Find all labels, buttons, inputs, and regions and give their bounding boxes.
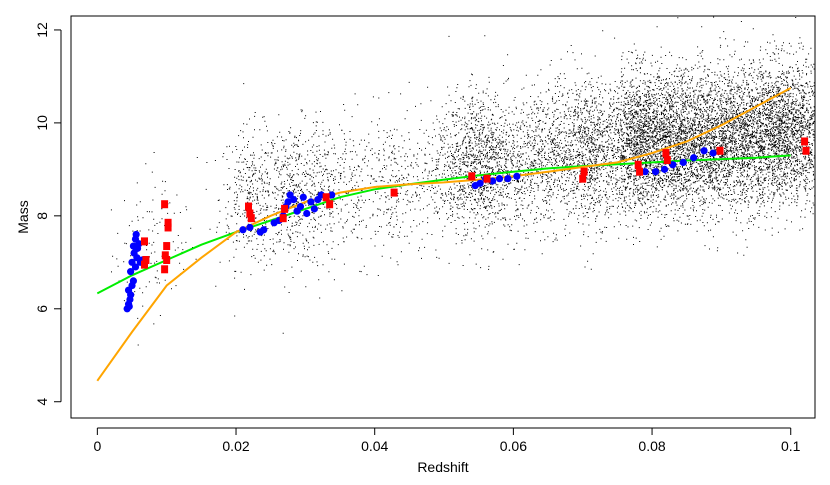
- red-point: [164, 223, 172, 232]
- blue-point: [125, 302, 133, 311]
- blue-point: [129, 242, 138, 250]
- red-point: [161, 265, 169, 274]
- x-tick-label: 0.04: [361, 438, 388, 454]
- blue-point: [690, 154, 698, 162]
- blue-point: [669, 161, 677, 169]
- blue-point: [239, 226, 247, 234]
- x-tick-label: 0: [93, 438, 101, 454]
- red-point: [279, 214, 287, 223]
- highlight-markers: [123, 137, 810, 313]
- blue-point: [303, 209, 311, 218]
- blue-point: [284, 198, 292, 206]
- blue-point: [651, 168, 660, 176]
- background-points: [110, 16, 815, 346]
- red-point: [636, 167, 644, 176]
- x-tick-label: 0.1: [781, 438, 801, 454]
- blue-point: [476, 179, 484, 187]
- blue-point: [488, 177, 497, 185]
- red-point: [161, 251, 169, 260]
- red-point: [140, 237, 148, 246]
- red-point: [468, 172, 476, 181]
- x-axis-title: Redshift: [417, 459, 468, 475]
- y-tick-label: 10: [34, 115, 50, 131]
- blue-point: [127, 291, 135, 299]
- y-tick-label: 6: [34, 305, 50, 313]
- red-point: [716, 146, 724, 155]
- background-point-cloud: [110, 16, 815, 346]
- blue-point: [289, 195, 298, 204]
- x-axis: 0 0.02 0.04 0.06 0.08 0.1: [93, 427, 801, 454]
- fit-curve-2: [96, 87, 792, 382]
- blue-point: [299, 193, 307, 201]
- blue-point: [129, 277, 138, 285]
- y-axis: 4 6 8 10 12: [34, 22, 62, 406]
- red-point: [142, 255, 150, 264]
- red-point: [663, 156, 671, 165]
- red-point: [802, 146, 810, 155]
- y-axis-title: Mass: [15, 200, 31, 233]
- red-point: [163, 255, 171, 264]
- blue-point: [660, 165, 669, 173]
- y-tick-label: 4: [34, 398, 50, 406]
- blue-point: [307, 198, 315, 206]
- blue-point: [504, 175, 512, 183]
- blue-point: [513, 172, 521, 180]
- x-tick-label: 0.06: [500, 438, 527, 454]
- red-point: [164, 218, 172, 227]
- blue-point: [296, 202, 305, 211]
- blue-point: [709, 149, 717, 157]
- red-point: [247, 214, 255, 223]
- red-point: [579, 174, 587, 183]
- red-point: [140, 260, 148, 269]
- blue-point: [246, 223, 254, 232]
- blue-point: [495, 175, 504, 183]
- red-point: [322, 193, 330, 202]
- fit-curve-1: [96, 154, 791, 295]
- fit-curves: [96, 87, 792, 382]
- red-point: [662, 149, 670, 158]
- red-point: [246, 209, 254, 218]
- x-tick-label: 0.08: [638, 438, 665, 454]
- red-point: [801, 137, 809, 146]
- blue-point: [310, 205, 318, 213]
- blue-point: [260, 226, 268, 234]
- y-tick-label: 12: [34, 22, 50, 38]
- y-tick-label: 8: [34, 212, 50, 220]
- x-tick-label: 0.02: [222, 438, 249, 454]
- blue-point: [132, 230, 140, 239]
- red-point: [281, 204, 289, 213]
- red-point: [245, 202, 253, 211]
- blue-point: [679, 158, 687, 166]
- blue-point: [128, 258, 136, 266]
- blue-point: [641, 168, 649, 176]
- red-point: [326, 200, 334, 209]
- red-point: [161, 200, 169, 209]
- red-point: [390, 188, 398, 197]
- red-point: [634, 160, 642, 169]
- red-point: [483, 174, 491, 183]
- red-point: [580, 167, 588, 176]
- blue-point: [127, 268, 135, 276]
- blue-point: [700, 147, 708, 155]
- red-point: [163, 242, 171, 251]
- blue-point: [328, 191, 336, 199]
- plot-frame: [70, 15, 816, 419]
